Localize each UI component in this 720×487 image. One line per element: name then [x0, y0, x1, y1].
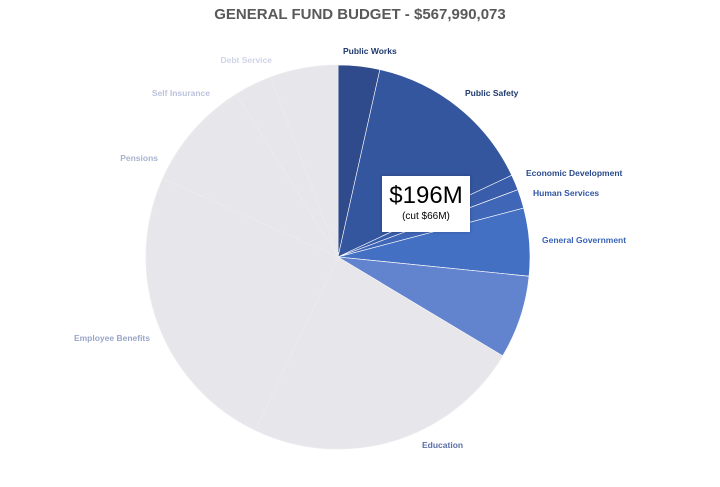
label-pensions: Pensions — [120, 153, 158, 163]
cut-callout: $196M (cut $66M) — [382, 176, 470, 232]
label-economic-development: Economic Development — [526, 168, 623, 178]
label-self-insurance: Self Insurance — [152, 88, 210, 98]
slice-pensions — [162, 93, 340, 258]
label-employee-benefits: Employee Benefits — [74, 333, 150, 343]
slice-public-safety — [337, 69, 513, 258]
callout-amount: $196M — [389, 182, 463, 209]
callout-note: (cut $66M) — [402, 211, 450, 222]
label-human-services: Human Services — [533, 188, 599, 198]
chart-title: GENERAL FUND BUDGET - $567,990,073 — [214, 6, 506, 23]
label-general-government: General Government — [542, 235, 626, 245]
pie-labels: Public Works Public Safety Economic Develo… — [74, 46, 626, 450]
pie-slices — [145, 64, 531, 450]
slice-education-highlight — [337, 256, 530, 357]
slice-employee-benefits — [145, 178, 339, 431]
label-debt-service: Debt Service — [221, 55, 273, 65]
slice-debt-service — [270, 64, 339, 258]
label-public-safety: Public Safety — [465, 88, 519, 98]
label-education: Education — [422, 440, 463, 450]
label-public-works: Public Works — [343, 46, 397, 56]
